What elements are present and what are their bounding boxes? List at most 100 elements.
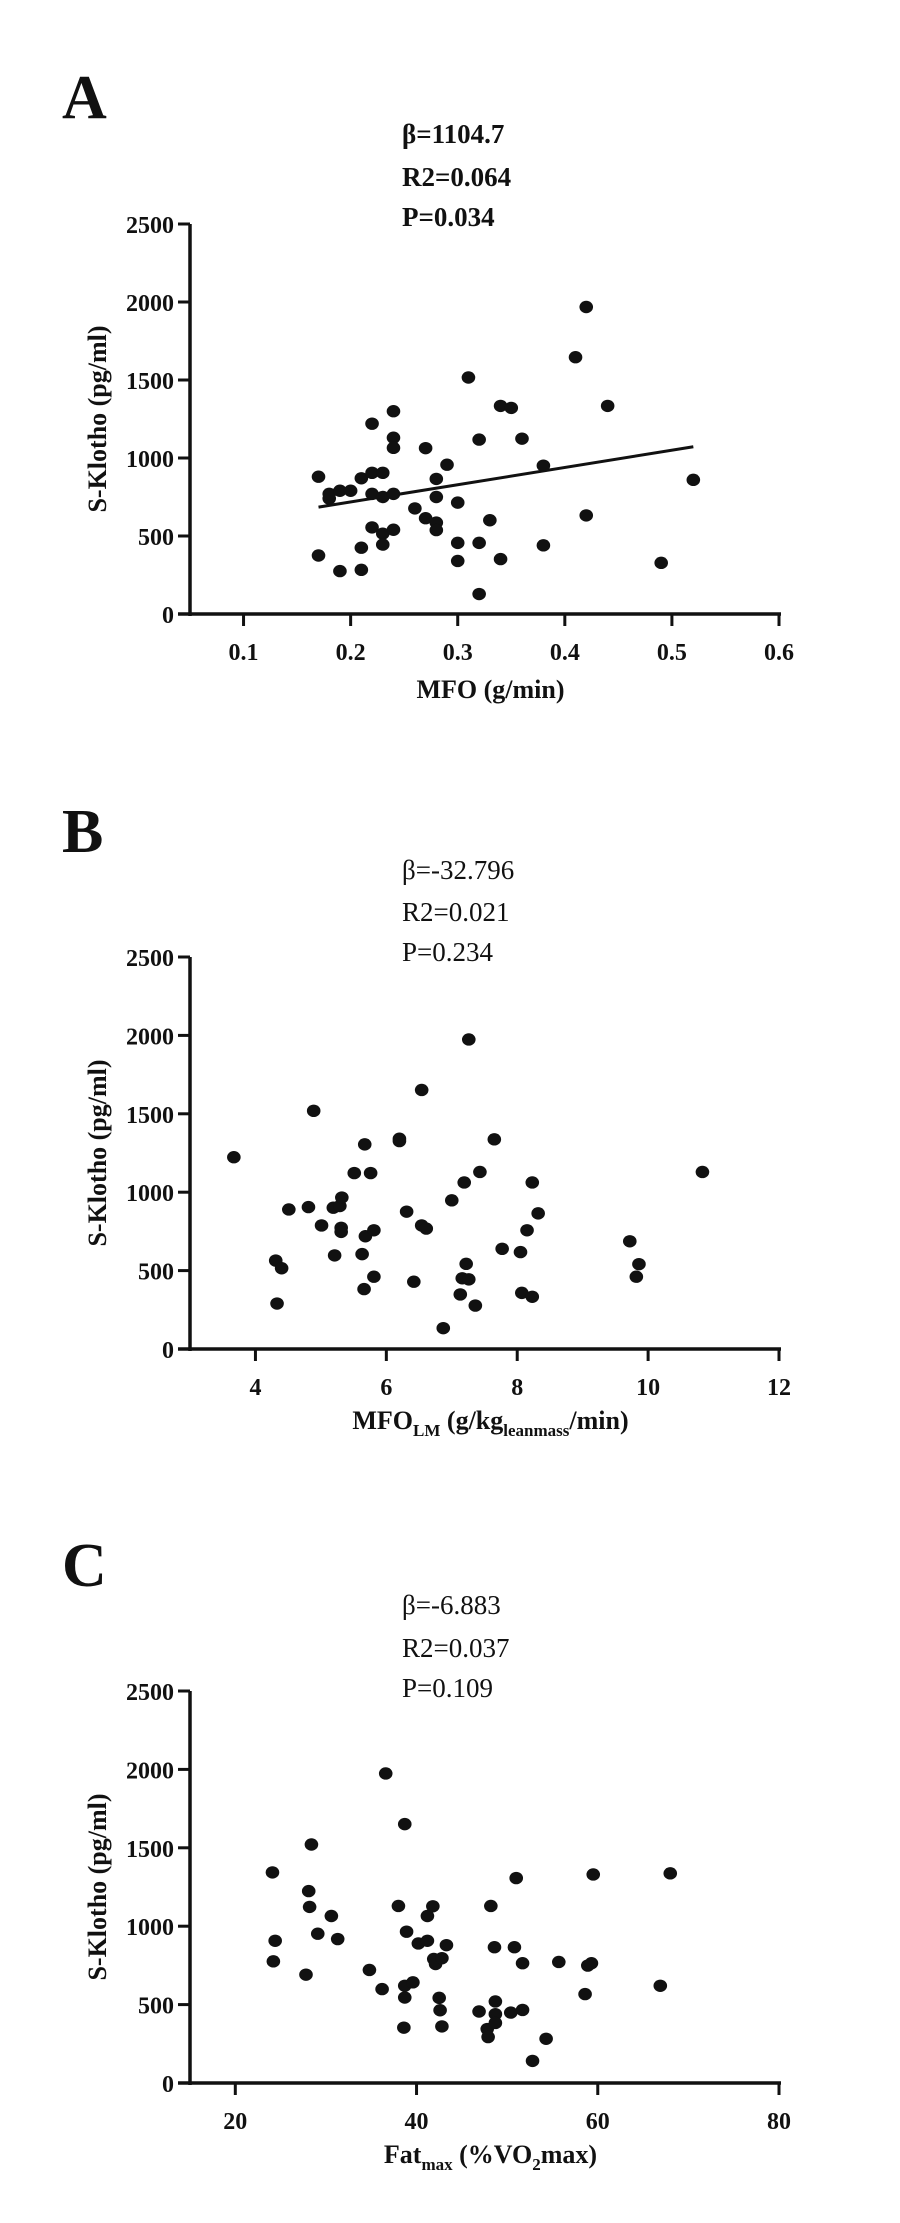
y-tick-label: 2000 [126, 1758, 174, 1784]
data-point [324, 1909, 339, 1923]
data-point [407, 1275, 421, 1288]
data-point [600, 399, 615, 413]
data-point [568, 351, 583, 364]
data-point [468, 1299, 483, 1312]
y-tick-label: 500 [138, 1260, 174, 1286]
data-point [386, 441, 401, 455]
data-point [536, 459, 551, 472]
data-point [314, 1219, 329, 1232]
data-point [473, 1165, 487, 1179]
data-point [487, 1941, 502, 1954]
data-point [310, 1927, 325, 1940]
data-point [525, 1290, 540, 1303]
data-point [397, 2021, 411, 2034]
data-point [386, 405, 401, 418]
stat-annotation: R2=0.037 [402, 1633, 510, 1663]
stat-annotation: R2=0.021 [402, 897, 510, 927]
data-point [399, 1925, 414, 1938]
data-point [472, 536, 486, 550]
data-point [622, 1235, 637, 1248]
x-axis-label-part: leanmass [503, 1421, 570, 1440]
data-point [311, 549, 326, 562]
data-point [426, 1900, 440, 1913]
data-point [461, 1033, 476, 1046]
data-point [472, 587, 486, 601]
data-point [450, 554, 465, 568]
data-point [386, 487, 401, 501]
data-point [440, 458, 454, 471]
x-tick-label: 0.4 [550, 640, 580, 666]
data-point [333, 564, 347, 578]
data-point [584, 1957, 599, 1970]
y-tick-label: 1000 [126, 1915, 174, 1941]
x-axis-label-part: /min) [568, 1406, 628, 1435]
data-point [461, 1273, 476, 1286]
data-point [327, 1249, 342, 1262]
data-point [579, 509, 594, 522]
x-tick-label: 12 [767, 1375, 791, 1401]
y-tick-label: 2500 [126, 1680, 174, 1706]
data-point [299, 1968, 313, 1981]
data-point [354, 541, 369, 554]
data-point [419, 1222, 434, 1235]
data-point [632, 1257, 646, 1271]
data-point [515, 432, 529, 445]
x-axis-label-part: max) [541, 2140, 597, 2169]
data-point [629, 1270, 644, 1283]
data-point [362, 1963, 377, 1977]
x-axis-label-part: 2 [532, 2155, 541, 2174]
data-point [429, 490, 444, 504]
data-point [435, 2020, 449, 2033]
x-axis-label: MFOLM (g/kgleanmass/min) [352, 1406, 628, 1440]
y-tick-label: 0 [162, 2072, 174, 2098]
data-point [306, 1104, 321, 1118]
data-point [301, 1200, 316, 1214]
data-point [483, 514, 497, 527]
data-point [335, 1191, 349, 1204]
data-point [365, 487, 379, 501]
y-tick-label: 1500 [126, 1103, 174, 1129]
x-tick-label: 10 [636, 1375, 660, 1401]
data-point [322, 487, 337, 501]
data-point [375, 538, 390, 551]
y-tick-label: 2000 [126, 1024, 174, 1050]
data-point [343, 484, 358, 497]
y-tick-label: 0 [162, 1338, 174, 1364]
data-point [414, 1083, 429, 1097]
data-point [653, 1979, 668, 1992]
x-axis-label-part: max [421, 2155, 453, 2174]
data-point [444, 1194, 459, 1207]
data-point [513, 1245, 528, 1259]
data-point [311, 470, 326, 483]
data-point [520, 1224, 534, 1237]
data-point [268, 1934, 282, 1947]
data-point [686, 473, 701, 487]
data-point [266, 1955, 281, 1968]
data-point [399, 1205, 414, 1218]
y-tick-label: 0 [162, 603, 174, 629]
data-point [418, 512, 433, 525]
x-tick-label: 8 [511, 1375, 523, 1401]
x-axis-label-part: (g/kg [440, 1406, 503, 1435]
x-tick-label: 4 [249, 1375, 261, 1401]
data-point [432, 1991, 446, 2005]
data-point [363, 1166, 378, 1180]
data-point [488, 1995, 503, 2008]
data-point [357, 1282, 371, 1296]
data-point [436, 1321, 451, 1335]
x-axis-label: Fatmax (%VO2max) [384, 2140, 597, 2174]
data-point [375, 1982, 389, 1996]
y-tick-label: 500 [138, 1994, 174, 2020]
data-point [435, 1951, 449, 1965]
data-point [579, 300, 594, 314]
data-point [347, 1166, 362, 1180]
stat-annotation: P=0.109 [402, 1673, 493, 1703]
x-axis-label-part: Fat [384, 2140, 422, 2169]
data-point [397, 1817, 412, 1831]
x-tick-label: 0.2 [336, 640, 366, 666]
stat-annotation: β=-32.796 [402, 855, 514, 885]
data-point [539, 2032, 553, 2045]
data-point [386, 431, 401, 444]
data-point [507, 1941, 522, 1954]
data-point [484, 1899, 498, 1913]
